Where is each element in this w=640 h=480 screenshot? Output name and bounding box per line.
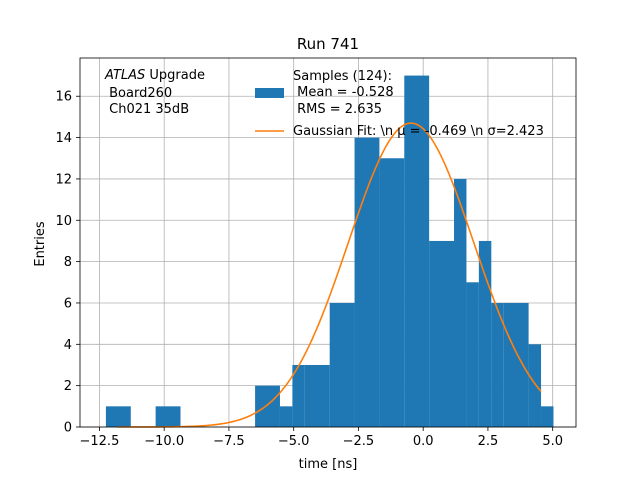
gaussian-fit-curve [117, 122, 542, 428]
histogram-bar [478, 240, 492, 427]
plot-frame [79, 57, 577, 428]
y-tick-label: 10 [55, 214, 72, 229]
legend-histogram-label-line-3: RMS = 2.635 [293, 102, 382, 117]
x-tick-label: −5.0 [278, 434, 310, 449]
histogram-bar [528, 344, 542, 427]
histogram-bar [304, 364, 330, 427]
histogram-bar [379, 158, 405, 427]
legend-histogram-swatch [255, 88, 284, 98]
histogram-bar [155, 406, 181, 427]
legend-fit-label: Gaussian Fit: \n μ = -0.469 \n σ=2.423 [293, 124, 544, 139]
x-tick-label: 2.5 [478, 434, 499, 449]
x-tick-label: 0.0 [413, 434, 434, 449]
atlas-annotation-line-3: Ch021 35dB [105, 102, 189, 117]
histogram-bar [503, 302, 529, 427]
x-tick-label: −10.0 [144, 434, 184, 449]
x-tick-label: 5.0 [542, 434, 563, 449]
histogram-bar [541, 406, 554, 427]
histogram-bar [404, 75, 430, 428]
x-axis-label: time [ns] [299, 457, 358, 472]
legend-histogram-label-line-1: Samples (124): [293, 69, 392, 84]
y-tick-label: 2 [64, 379, 72, 394]
x-tick-label: −7.5 [213, 434, 245, 449]
x-axis-ticks: −12.5 −10.0 −7.5 −5.0 −2.5 0.0 2.5 5.0 [80, 427, 563, 449]
legend: Samples (124): Mean = -0.528 RMS = 2.635… [255, 69, 544, 139]
x-tick-label: −12.5 [80, 434, 120, 449]
histogram-bar [354, 137, 380, 427]
y-axis-ticks: 0 2 4 6 8 10 12 14 16 [55, 90, 80, 436]
histogram-bar [279, 406, 293, 427]
histogram-bar [105, 406, 131, 427]
atlas-annotation: ATLAS Upgrade Board260 Ch021 35dB [104, 68, 205, 117]
chart-title: Run 741 [297, 35, 359, 53]
histogram-bars [105, 75, 554, 428]
y-tick-label: 8 [64, 255, 72, 270]
x-tick-label: −2.5 [343, 434, 375, 449]
atlas-annotation-line-1: ATLAS Upgrade [104, 68, 205, 83]
y-tick-label: 14 [55, 131, 72, 146]
histogram-bar [466, 282, 479, 427]
histogram-bar [329, 302, 355, 427]
atlas-annotation-line-2: Board260 [105, 86, 172, 101]
legend-histogram-label-line-2: Mean = -0.528 [293, 85, 394, 100]
y-tick-label: 0 [64, 421, 72, 436]
histogram-bar [292, 364, 305, 427]
gaussian-fit-line [117, 122, 542, 428]
y-tick-label: 12 [55, 172, 72, 187]
y-axis-label: Entries [33, 221, 48, 267]
y-tick-label: 6 [64, 296, 72, 311]
histogram-bar [491, 302, 504, 427]
histogram-bar [454, 178, 467, 427]
y-tick-label: 4 [64, 338, 72, 353]
histogram-bar [255, 385, 280, 427]
histogram-bar [429, 240, 455, 427]
y-tick-label: 16 [55, 90, 72, 105]
